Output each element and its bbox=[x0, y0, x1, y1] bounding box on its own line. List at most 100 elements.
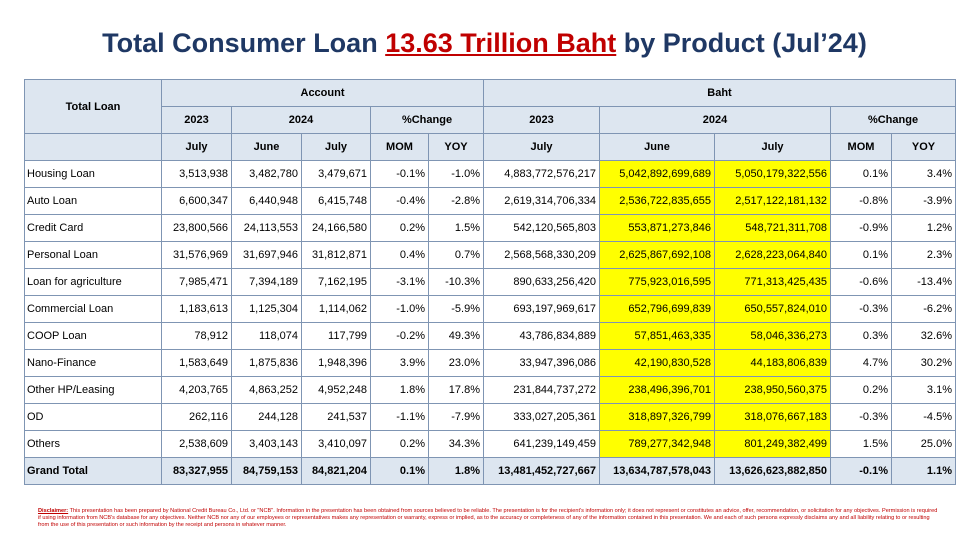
cell-account-2023-july: 1,183,613 bbox=[161, 295, 232, 323]
cell-account-2023-july: 3,513,938 bbox=[161, 160, 232, 188]
cell-baht-2024-july: 13,626,623,882,850 bbox=[714, 457, 831, 485]
cell-baht-2023-july: 33,947,396,086 bbox=[483, 349, 600, 377]
cell-account-2024-july: 24,166,580 bbox=[301, 214, 371, 242]
cell-baht-yoy: -6.2% bbox=[891, 295, 956, 323]
cell-account-2024-june: 3,403,143 bbox=[231, 430, 302, 458]
header-row-1: Total Loan Account Baht bbox=[24, 79, 956, 134]
cell-baht-yoy: 25.0% bbox=[891, 430, 956, 458]
table-row: COOP Loan 78,912 118,074 117,799 -0.2% 49.3% 4… bbox=[24, 322, 956, 350]
header-baht-change: %Change bbox=[830, 106, 956, 134]
cell-account-2024-july: 1,114,062 bbox=[301, 295, 371, 323]
cell-baht-2024-june: 318,897,326,799 bbox=[599, 403, 715, 431]
cell-baht-mom: -0.3% bbox=[830, 295, 892, 323]
row-label: Other HP/Leasing bbox=[24, 376, 162, 404]
cell-account-yoy: 34.3% bbox=[428, 430, 484, 458]
cell-baht-mom: 0.2% bbox=[830, 376, 892, 404]
header-row-3: July June July MOM YOY July June July MO… bbox=[24, 133, 956, 161]
table-row: Nano-Finance 1,583,649 1,875,836 1,948,396 3… bbox=[24, 349, 956, 377]
table-row: Other HP/Leasing 4,203,765 4,863,252 4,952,… bbox=[24, 376, 956, 404]
cell-account-2024-july: 1,948,396 bbox=[301, 349, 371, 377]
cell-baht-2024-july: 44,183,806,839 bbox=[714, 349, 831, 377]
cell-account-2024-july: 3,410,097 bbox=[301, 430, 371, 458]
cell-baht-2024-july: 771,313,425,435 bbox=[714, 268, 831, 296]
row-label: Others bbox=[24, 430, 162, 458]
cell-account-2024-july: 4,952,248 bbox=[301, 376, 371, 404]
cell-baht-2024-july: 5,050,179,322,556 bbox=[714, 160, 831, 188]
cell-baht-2024-july: 801,249,382,499 bbox=[714, 430, 831, 458]
cell-account-2023-july: 7,985,471 bbox=[161, 268, 232, 296]
cell-account-mom: -0.2% bbox=[370, 322, 429, 350]
cell-account-2024-june: 244,128 bbox=[231, 403, 302, 431]
cell-account-2024-july: 31,812,871 bbox=[301, 241, 371, 269]
table-row: Others 2,538,609 3,403,143 3,410,097 0.2% 34.… bbox=[24, 430, 956, 458]
header-baht-july: July bbox=[714, 133, 831, 161]
cell-baht-mom: 0.1% bbox=[830, 160, 892, 188]
header-baht-july-2023: July bbox=[483, 133, 600, 161]
row-label: Housing Loan bbox=[24, 160, 162, 188]
cell-baht-2024-july: 2,517,122,181,132 bbox=[714, 187, 831, 215]
consumer-loan-table: Total Loan Account Baht 2023 2024 %Chang… bbox=[24, 79, 956, 485]
cell-baht-yoy: 1.1% bbox=[891, 457, 956, 485]
cell-account-mom: -3.1% bbox=[370, 268, 429, 296]
cell-account-2024-june: 7,394,189 bbox=[231, 268, 302, 296]
cell-baht-yoy: 2.3% bbox=[891, 241, 956, 269]
row-label: OD bbox=[24, 403, 162, 431]
row-label: Auto Loan bbox=[24, 187, 162, 215]
cell-baht-2023-july: 231,844,737,272 bbox=[483, 376, 600, 404]
header-baht-yoy: YOY bbox=[891, 133, 956, 161]
title-before: Total Consumer Loan bbox=[102, 28, 386, 58]
header-account-yoy: YOY bbox=[428, 133, 484, 161]
page-title: Total Consumer Loan 13.63 Trillion Baht … bbox=[0, 28, 969, 59]
cell-account-yoy: -7.9% bbox=[428, 403, 484, 431]
cell-baht-yoy: -3.9% bbox=[891, 187, 956, 215]
cell-baht-2023-july: 2,568,568,330,209 bbox=[483, 241, 600, 269]
header-total-loan: Total Loan bbox=[24, 79, 162, 134]
table-row: Auto Loan 6,600,347 6,440,948 6,415,748 -0.4… bbox=[24, 187, 956, 215]
disclaimer-label: Disclaimer: bbox=[38, 508, 69, 514]
cell-account-yoy: 17.8% bbox=[428, 376, 484, 404]
table-row: Commercial Loan 1,183,613 1,125,304 1,114,0… bbox=[24, 295, 956, 323]
cell-account-2024-june: 1,875,836 bbox=[231, 349, 302, 377]
cell-account-2023-july: 78,912 bbox=[161, 322, 232, 350]
cell-account-mom: 1.8% bbox=[370, 376, 429, 404]
cell-baht-mom: 4.7% bbox=[830, 349, 892, 377]
cell-baht-2023-july: 641,239,149,459 bbox=[483, 430, 600, 458]
cell-baht-2024-july: 548,721,311,708 bbox=[714, 214, 831, 242]
row-label: COOP Loan bbox=[24, 322, 162, 350]
cell-account-yoy: 1.8% bbox=[428, 457, 484, 485]
header-baht: Baht bbox=[483, 79, 956, 107]
cell-account-2024-june: 24,113,553 bbox=[231, 214, 302, 242]
header-account-2023: 2023 bbox=[161, 106, 232, 134]
header-account-june: June bbox=[231, 133, 302, 161]
cell-account-2024-july: 117,799 bbox=[301, 322, 371, 350]
cell-baht-2024-june: 775,923,016,595 bbox=[599, 268, 715, 296]
cell-baht-yoy: -13.4% bbox=[891, 268, 956, 296]
cell-account-mom: -0.1% bbox=[370, 160, 429, 188]
cell-baht-2024-june: 238,496,396,701 bbox=[599, 376, 715, 404]
cell-baht-mom: 0.3% bbox=[830, 322, 892, 350]
cell-baht-mom: -0.6% bbox=[830, 268, 892, 296]
cell-account-mom: 3.9% bbox=[370, 349, 429, 377]
cell-baht-mom: 1.5% bbox=[830, 430, 892, 458]
cell-baht-2024-july: 2,628,223,064,840 bbox=[714, 241, 831, 269]
cell-account-2024-july: 7,162,195 bbox=[301, 268, 371, 296]
cell-account-yoy: -5.9% bbox=[428, 295, 484, 323]
table-row: OD 262,116 244,128 241,537 -1.1% -7.9% 333,027… bbox=[24, 403, 956, 431]
cell-baht-yoy: -4.5% bbox=[891, 403, 956, 431]
table-row: Loan for agriculture 7,985,471 7,394,189 7,… bbox=[24, 268, 956, 296]
row-label: Grand Total bbox=[24, 457, 162, 485]
cell-baht-mom: 0.1% bbox=[830, 241, 892, 269]
row-label: Credit Card bbox=[24, 214, 162, 242]
cell-account-2024-july: 3,479,671 bbox=[301, 160, 371, 188]
cell-account-mom: 0.1% bbox=[370, 457, 429, 485]
cell-baht-2023-july: 4,883,772,576,217 bbox=[483, 160, 600, 188]
cell-baht-2024-june: 2,625,867,692,108 bbox=[599, 241, 715, 269]
cell-account-mom: -1.0% bbox=[370, 295, 429, 323]
row-label: Loan for agriculture bbox=[24, 268, 162, 296]
cell-baht-yoy: 3.4% bbox=[891, 160, 956, 188]
cell-account-yoy: 49.3% bbox=[428, 322, 484, 350]
header-account-2024: 2024 bbox=[231, 106, 371, 134]
cell-account-yoy: 0.7% bbox=[428, 241, 484, 269]
cell-account-2024-july: 241,537 bbox=[301, 403, 371, 431]
table-row: Credit Card 23,800,566 24,113,553 24,166,58… bbox=[24, 214, 956, 242]
